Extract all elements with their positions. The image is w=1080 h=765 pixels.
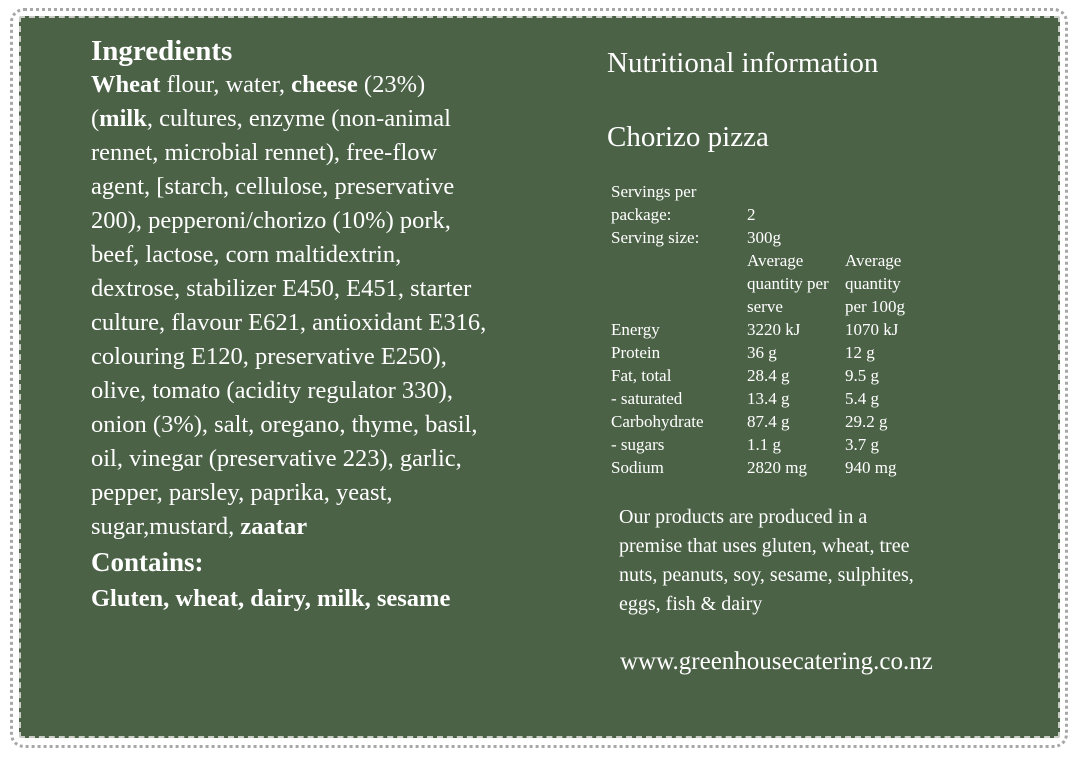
col-per-serve-header: Average quantity per serve <box>747 251 829 316</box>
website-link[interactable]: www.greenhousecatering.co.nz <box>620 648 933 675</box>
allergen-statement: Our products are produced in a premise t… <box>619 506 914 615</box>
col-per-100g-header: Average quantity per 100g <box>845 251 905 316</box>
serving-size-label: Serving size: <box>611 228 700 247</box>
nutrient-label: Fat, total <box>611 366 672 385</box>
per-serve-value: 2820 mg <box>747 458 807 477</box>
per-100g-value: 3.7 g <box>845 435 879 454</box>
ingredients-heading: Ingredients <box>91 35 233 67</box>
table-row: Energy 3220 kJ 1070 kJ <box>611 318 925 341</box>
contains-text: Gluten, wheat, dairy, milk, sesame <box>91 585 451 612</box>
nutrition-table: Servings per package: 2 Serving size: 30… <box>611 180 925 479</box>
nutrient-label: - sugars <box>611 435 665 454</box>
servings-number: 2 <box>747 205 756 224</box>
ingredient-text-1: flour, water, <box>160 71 292 98</box>
contains-heading: Contains: <box>91 547 204 577</box>
table-row: Sodium 2820 mg 940 mg <box>611 456 925 479</box>
serving-size-value: 300g <box>747 228 781 247</box>
nutrition-column: Nutritional information Chorizo pizza Se… <box>607 46 1047 677</box>
table-row: - sugars 1.1 g 3.7 g <box>611 433 925 456</box>
ingredient-text-2: (23%) ( <box>91 71 426 132</box>
ingredients-column: Ingredients Wheat flour, water, cheese (… <box>91 34 491 616</box>
ingredient-wheat: Wheat <box>91 71 161 98</box>
table-row: Servings per package: 2 <box>611 180 925 226</box>
nutrition-title: Nutritional information <box>607 47 879 79</box>
ingredient-zaatar: zaatar <box>240 513 308 540</box>
per-100g-value: 1070 kJ <box>845 320 899 339</box>
per-100g-value: 940 mg <box>845 458 897 477</box>
per-serve-value: 13.4 g <box>747 389 790 408</box>
table-row: Protein 36 g 12 g <box>611 341 925 364</box>
per-serve-value: 36 g <box>747 343 777 362</box>
per-serve-value: 87.4 g <box>747 412 790 431</box>
nutrient-label: - saturated <box>611 389 683 408</box>
table-row: Serving size: 300g <box>611 226 925 249</box>
ingredients-text: Wheat flour, water, cheese (23%) (milk, … <box>91 68 491 544</box>
label-panel: Ingredients Wheat flour, water, cheese (… <box>19 16 1060 738</box>
ingredient-milk: milk <box>99 105 147 132</box>
per-serve-value: 28.4 g <box>747 366 790 385</box>
nutrient-label: Protein <box>611 343 661 362</box>
table-row: Fat, total 28.4 g 9.5 g <box>611 364 925 387</box>
nutrient-label: Sodium <box>611 458 664 477</box>
per-100g-value: 5.4 g <box>845 389 879 408</box>
per-100g-value: 9.5 g <box>845 366 879 385</box>
product-name: Chorizo pizza <box>607 121 769 153</box>
servings-label: Servings per package: <box>611 182 697 224</box>
per-serve-value: 3220 kJ <box>747 320 801 339</box>
servings-value: 2 <box>747 180 845 226</box>
ingredient-text-3: , cultures, enzyme (non-animal rennet, m… <box>91 105 487 540</box>
per-100g-value: 12 g <box>845 343 875 362</box>
per-100g-value: 29.2 g <box>845 412 888 431</box>
table-row: Carbohydrate 87.4 g 29.2 g <box>611 410 925 433</box>
nutrient-label: Carbohydrate <box>611 412 704 431</box>
per-serve-value: 1.1 g <box>747 435 781 454</box>
ingredient-cheese: cheese <box>291 71 358 98</box>
table-row: - saturated 13.4 g 5.4 g <box>611 387 925 410</box>
table-header-row: Average quantity per serve Average quant… <box>611 249 925 318</box>
nutrient-label: Energy <box>611 320 660 339</box>
